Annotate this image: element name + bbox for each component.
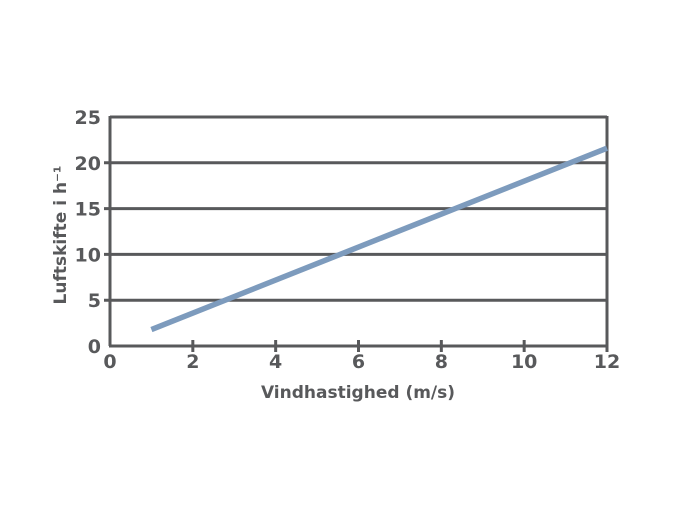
x-axis-label: Vindhastighed (m/s) <box>261 383 455 403</box>
y-tick-label-5: 5 <box>88 290 101 312</box>
y-tick-label-25: 25 <box>75 107 101 129</box>
y-tick-label-20: 20 <box>75 153 101 175</box>
x-tick-label-8: 8 <box>435 351 448 373</box>
y-tick-label-0: 0 <box>88 336 101 358</box>
x-tick-label-12: 12 <box>594 351 620 373</box>
chart-canvas: 0 2 4 6 8 10 12 0 5 10 15 20 25 <box>75 107 621 373</box>
y-tick-label-10: 10 <box>75 244 101 266</box>
x-tick-label-0: 0 <box>103 351 116 373</box>
y-axis-label: Luftskifte i h⁻¹ <box>51 166 71 305</box>
x-tick-label-10: 10 <box>511 351 537 373</box>
y-tick-label-15: 15 <box>75 199 101 221</box>
x-tick-label-4: 4 <box>269 351 282 373</box>
x-tick-label-6: 6 <box>352 351 365 373</box>
data-line-luftskifte-vs-vindhastighed <box>150 145 609 333</box>
x-tick-label-2: 2 <box>186 351 199 373</box>
